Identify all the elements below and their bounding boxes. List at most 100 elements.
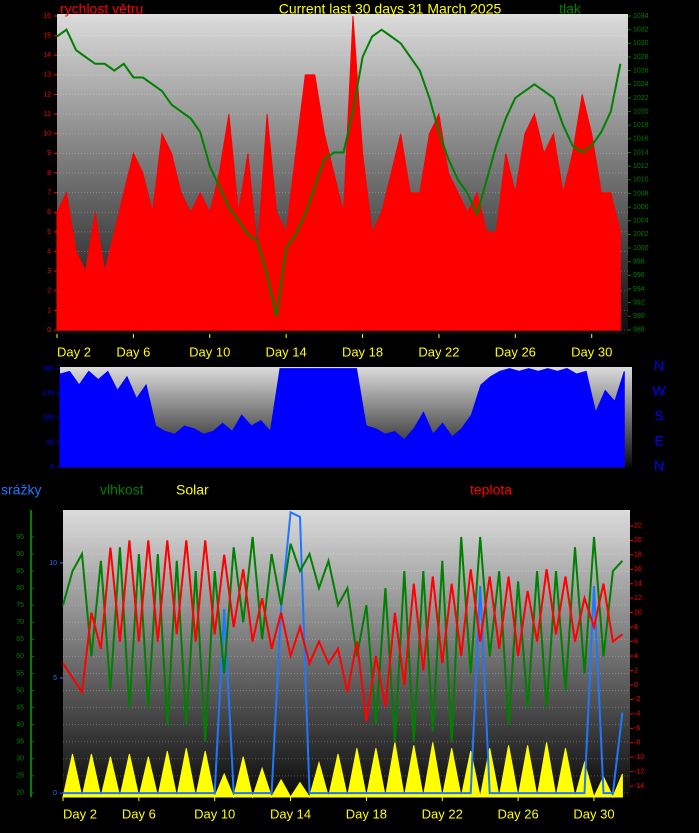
y-tick-label: 4: [634, 653, 638, 660]
y-tick-label: 1028: [633, 54, 649, 61]
line: [62, 536, 624, 742]
x-tick-label: Day 26: [495, 344, 536, 359]
y-tick-label: 65: [16, 636, 24, 643]
legend-label: tlak: [559, 1, 582, 17]
area: [59, 368, 625, 468]
x-tick-label: Day 22: [418, 344, 459, 359]
y-tick-label: 95: [16, 534, 24, 541]
legend-label: rychlost větru: [60, 1, 143, 17]
y-tick-label: 1: [47, 307, 51, 314]
y-tick-label: 1024: [633, 81, 649, 88]
y-tick-label: 996: [633, 272, 645, 279]
compass-label: S: [654, 408, 663, 424]
y-tick-label: 1000: [633, 245, 649, 252]
y-tick-label: 14: [43, 52, 51, 59]
x-tick-label: Day 14: [270, 806, 311, 821]
y-tick-label: 90: [46, 439, 54, 446]
y-tick-label: -4: [634, 711, 640, 718]
compass-label: N: [654, 458, 664, 474]
y-tick-label: 14: [634, 581, 642, 588]
y-tick-label: 360: [42, 365, 54, 372]
x-tick-label: Day 6: [116, 344, 150, 359]
y-tick-label: 60: [16, 653, 24, 660]
y-tick-label: 990: [633, 313, 645, 320]
y-tick-label: 10: [43, 131, 51, 138]
y-tick-label: 15: [43, 32, 51, 39]
x-tick-label: Day 6: [122, 806, 156, 821]
y-tick-label: -12: [634, 769, 644, 776]
y-tick-label: -10: [634, 754, 644, 761]
y-tick-label: 35: [16, 739, 24, 746]
y-tick-label: 7: [47, 189, 51, 196]
y-tick-label: 988: [633, 327, 645, 334]
y-tick-label: 20: [16, 790, 24, 797]
compass-label: E: [654, 433, 663, 449]
y-tick-label: 70: [16, 619, 24, 626]
area: [56, 15, 621, 331]
x-tick-label: Day 18: [346, 806, 387, 821]
line: [63, 510, 624, 795]
y-tick-label: 1008: [633, 190, 649, 197]
y-tick-label: 994: [633, 286, 645, 293]
y-tick-label: 0: [634, 682, 638, 689]
y-tick-label: 50: [16, 687, 24, 694]
y-tick-label: 998: [633, 259, 645, 266]
x-tick-label: Day 22: [422, 806, 463, 821]
y-tick-label: 1018: [633, 122, 649, 129]
y-tick-label: 8: [47, 170, 51, 177]
y-tick-label: 5: [47, 229, 51, 236]
x-tick-label: Day 2: [57, 344, 91, 359]
y-tick-label: 6: [47, 209, 51, 216]
legend-label: Solar: [176, 482, 209, 498]
y-tick-label: 13: [43, 72, 51, 79]
y-tick-label: 10: [634, 609, 642, 616]
y-tick-label: 1016: [633, 136, 649, 143]
x-tick-label: Day 26: [498, 806, 539, 821]
y-tick-label: 12: [43, 91, 51, 98]
y-tick-label: 1022: [633, 95, 649, 102]
y-tick-label: 5: [53, 675, 57, 682]
x-tick-label: Day 30: [571, 344, 612, 359]
y-tick-label: 55: [16, 670, 24, 677]
legend-label: vlhkost: [100, 482, 144, 498]
y-tick-label: 6: [634, 638, 638, 645]
y-tick-label: 1010: [633, 177, 649, 184]
y-tick-label: 40: [16, 721, 24, 728]
line: [56, 28, 622, 317]
y-tick-label: 20: [634, 537, 642, 544]
y-tick-label: 0: [53, 790, 57, 797]
y-tick-label: 270: [42, 390, 54, 397]
y-tick-label: 18: [634, 552, 642, 559]
chart-title: Current last 30 days 31 March 2025: [279, 1, 502, 17]
y-tick-label: 22: [634, 523, 642, 530]
y-tick-label: 1030: [633, 40, 649, 47]
y-tick-label: 1034: [633, 13, 649, 20]
compass-label: W: [652, 383, 666, 399]
y-tick-label: 4: [47, 248, 51, 255]
y-tick-label: 0: [50, 464, 54, 471]
y-tick-label: 1014: [633, 149, 649, 156]
legend-label: teplota: [470, 482, 512, 498]
y-tick-label: 8: [634, 624, 638, 631]
y-tick-label: 11: [44, 111, 51, 118]
y-tick-label: -6: [634, 725, 640, 732]
y-tick-label: 16: [43, 13, 51, 20]
y-tick-label: 2: [634, 667, 638, 674]
y-tick-label: 180: [42, 415, 54, 422]
x-tick-label: Day 14: [266, 344, 307, 359]
y-tick-label: 1004: [633, 218, 649, 225]
x-tick-label: Day 10: [194, 806, 235, 821]
y-tick-label: 3: [47, 268, 51, 275]
y-tick-label: 1012: [633, 163, 649, 170]
compass-label: N: [654, 358, 664, 374]
y-tick-label: -2: [634, 696, 640, 703]
y-tick-label: 1026: [633, 67, 649, 74]
y-tick-label: 992: [633, 299, 645, 306]
y-tick-label: 0: [47, 327, 51, 334]
area: [62, 742, 623, 799]
y-tick-label: 30: [16, 756, 24, 763]
y-tick-label: 2: [47, 288, 51, 295]
legend-label: srážky: [1, 482, 41, 498]
y-tick-label: 80: [16, 585, 24, 592]
